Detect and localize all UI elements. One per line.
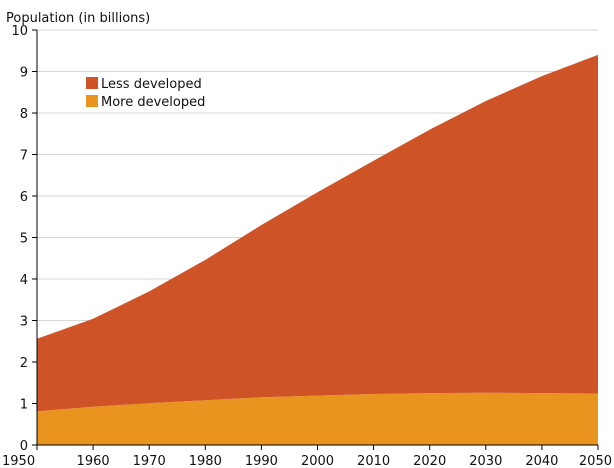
y-tick-label-8: 8	[20, 107, 28, 122]
x-tick-label-1980: 1980	[189, 454, 222, 468]
legend-swatch-more-developed	[86, 95, 98, 107]
x-tick-label-2040: 2040	[525, 454, 558, 468]
y-tick-label-2: 2	[20, 356, 28, 371]
y-tick-label-0: 0	[20, 439, 28, 454]
plot-areas	[37, 54, 598, 445]
y-tick-label-9: 9	[20, 66, 28, 81]
area-more-developed	[37, 392, 598, 445]
y-tick-label-6: 6	[20, 190, 28, 205]
area-less-developed	[37, 54, 598, 412]
x-tick-label-2050: 2050	[579, 454, 612, 468]
y-tick-label-5: 5	[20, 232, 28, 247]
x-tick-label-1970: 1970	[133, 454, 166, 468]
y-tick-label-10: 10	[11, 24, 28, 39]
y-tick-labels: 0 1 2 3 4 5 6 7 8 9 10	[11, 24, 28, 454]
x-tick-label-1990: 1990	[245, 454, 278, 468]
x-tick-label-1950: 1950	[2, 454, 35, 468]
y-axis-title: Population (in billions)	[6, 11, 150, 26]
x-tick-label-2030: 2030	[469, 454, 502, 468]
y-tick-label-7: 7	[20, 149, 28, 164]
legend-label-more-developed: More developed	[101, 95, 205, 110]
legend-label-less-developed: Less developed	[101, 77, 202, 92]
x-tick-label-2010: 2010	[357, 454, 390, 468]
y-tick-label-3: 3	[20, 315, 28, 330]
x-tick-label-2020: 2020	[413, 454, 446, 468]
y-tick-label-4: 4	[20, 273, 28, 288]
x-tick-label-1960: 1960	[77, 454, 110, 468]
y-tick-label-1: 1	[20, 398, 28, 413]
legend: Less developed More developed	[86, 77, 205, 110]
x-tick-label-2000: 2000	[301, 454, 334, 468]
axes	[32, 29, 599, 450]
legend-swatch-less-developed	[86, 77, 98, 89]
x-tick-labels: 1950 1960 1970 1980 1990 2000 2010 2020 2030 2040…	[2, 454, 612, 468]
